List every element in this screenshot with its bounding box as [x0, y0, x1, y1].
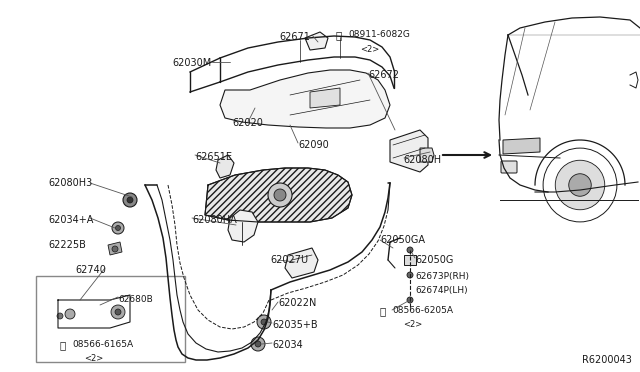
- Polygon shape: [305, 32, 328, 50]
- Polygon shape: [503, 138, 540, 154]
- Circle shape: [251, 337, 265, 351]
- Polygon shape: [285, 248, 318, 278]
- Circle shape: [112, 246, 118, 252]
- Polygon shape: [205, 168, 352, 222]
- Text: 62027U: 62027U: [270, 255, 308, 265]
- Circle shape: [569, 174, 591, 196]
- Text: 62020: 62020: [232, 118, 264, 128]
- Polygon shape: [220, 70, 390, 128]
- Text: Ⓢ: Ⓢ: [336, 30, 342, 40]
- Text: 08566-6165A: 08566-6165A: [72, 340, 133, 349]
- Text: 62673P(RH): 62673P(RH): [415, 272, 469, 281]
- Circle shape: [407, 247, 413, 253]
- Text: 62740: 62740: [75, 265, 106, 275]
- Text: <2>: <2>: [360, 45, 380, 54]
- Text: 62050GA: 62050GA: [380, 235, 425, 245]
- Circle shape: [111, 305, 125, 319]
- Circle shape: [65, 309, 75, 319]
- Text: Ⓢ: Ⓢ: [380, 306, 387, 316]
- Text: 62680B: 62680B: [118, 295, 153, 304]
- Circle shape: [115, 225, 120, 231]
- Text: <2>: <2>: [403, 320, 422, 329]
- Circle shape: [127, 197, 133, 203]
- Text: 62672: 62672: [368, 70, 399, 80]
- Polygon shape: [108, 242, 122, 255]
- Text: 62671: 62671: [279, 32, 310, 42]
- FancyBboxPatch shape: [404, 255, 416, 265]
- Text: 62225B: 62225B: [48, 240, 86, 250]
- Text: 62080H: 62080H: [403, 155, 441, 165]
- Text: 62080HA: 62080HA: [192, 215, 237, 225]
- Text: 62022N: 62022N: [278, 298, 316, 308]
- Circle shape: [112, 222, 124, 234]
- Circle shape: [274, 189, 286, 201]
- Circle shape: [123, 193, 137, 207]
- Circle shape: [261, 319, 267, 325]
- Text: Ⓢ: Ⓢ: [60, 340, 67, 350]
- Text: 62034: 62034: [272, 340, 303, 350]
- Text: 08566-6205A: 08566-6205A: [392, 306, 453, 315]
- Circle shape: [255, 341, 261, 347]
- Polygon shape: [216, 155, 234, 178]
- Text: <2>: <2>: [84, 354, 103, 363]
- Text: 62674P(LH): 62674P(LH): [415, 286, 468, 295]
- Text: 62035+B: 62035+B: [272, 320, 317, 330]
- Text: 62050G: 62050G: [415, 255, 453, 265]
- Text: 62090: 62090: [298, 140, 329, 150]
- Text: 08911-6082G: 08911-6082G: [348, 30, 410, 39]
- Text: 62080H3: 62080H3: [48, 178, 92, 188]
- Polygon shape: [228, 210, 258, 242]
- Text: 62030M: 62030M: [173, 58, 212, 68]
- Circle shape: [268, 183, 292, 207]
- Text: 62034+A: 62034+A: [48, 215, 93, 225]
- Circle shape: [257, 315, 271, 329]
- Circle shape: [407, 272, 413, 278]
- Polygon shape: [310, 88, 340, 108]
- Circle shape: [115, 309, 121, 315]
- Circle shape: [407, 297, 413, 303]
- Text: R6200043: R6200043: [582, 355, 632, 365]
- Circle shape: [57, 313, 63, 319]
- Text: 62651E: 62651E: [195, 152, 232, 162]
- FancyBboxPatch shape: [501, 161, 517, 173]
- FancyBboxPatch shape: [36, 276, 185, 362]
- Polygon shape: [420, 148, 434, 162]
- Circle shape: [556, 160, 605, 210]
- Polygon shape: [390, 130, 428, 172]
